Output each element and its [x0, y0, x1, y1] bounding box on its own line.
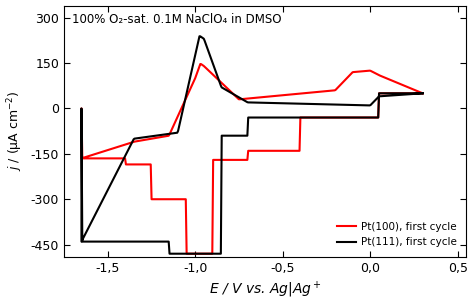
Pt(111), first cycle	[420, 91, 426, 95]
Pt(100), first cycle	[327, 89, 332, 93]
Pt(100), first cycle	[256, 95, 262, 99]
X-axis label: $E$ / V vs. Ag|Ag$^+$: $E$ / V vs. Ag|Ag$^+$	[209, 280, 321, 300]
Pt(111), first cycle	[256, 101, 262, 105]
Y-axis label: $j$ / (μA cm$^{-2}$): $j$ / (μA cm$^{-2}$)	[6, 91, 25, 171]
Pt(100), first cycle	[134, 139, 140, 143]
Pt(100), first cycle	[378, 91, 383, 95]
Line: Pt(111), first cycle: Pt(111), first cycle	[82, 36, 423, 254]
Pt(111), first cycle	[420, 91, 426, 95]
Pt(100), first cycle	[420, 91, 426, 95]
Pt(100), first cycle	[173, 119, 178, 123]
Pt(111), first cycle	[152, 134, 158, 138]
Line: Pt(100), first cycle: Pt(100), first cycle	[82, 64, 423, 254]
Pt(111), first cycle	[197, 34, 202, 38]
Pt(100), first cycle	[420, 91, 426, 95]
Pt(111), first cycle	[134, 136, 140, 140]
Pt(100), first cycle	[210, 252, 215, 256]
Pt(111), first cycle	[218, 252, 224, 256]
Pt(100), first cycle	[198, 62, 203, 66]
Text: 100% O₂-sat. 0.1M NaClO₄ in DMSO: 100% O₂-sat. 0.1M NaClO₄ in DMSO	[72, 13, 282, 26]
Pt(100), first cycle	[152, 136, 158, 140]
Legend: Pt(100), first cycle, Pt(111), first cycle: Pt(100), first cycle, Pt(111), first cyc…	[333, 218, 461, 252]
Pt(111), first cycle	[327, 103, 332, 106]
Pt(111), first cycle	[173, 131, 178, 135]
Pt(111), first cycle	[378, 91, 383, 95]
